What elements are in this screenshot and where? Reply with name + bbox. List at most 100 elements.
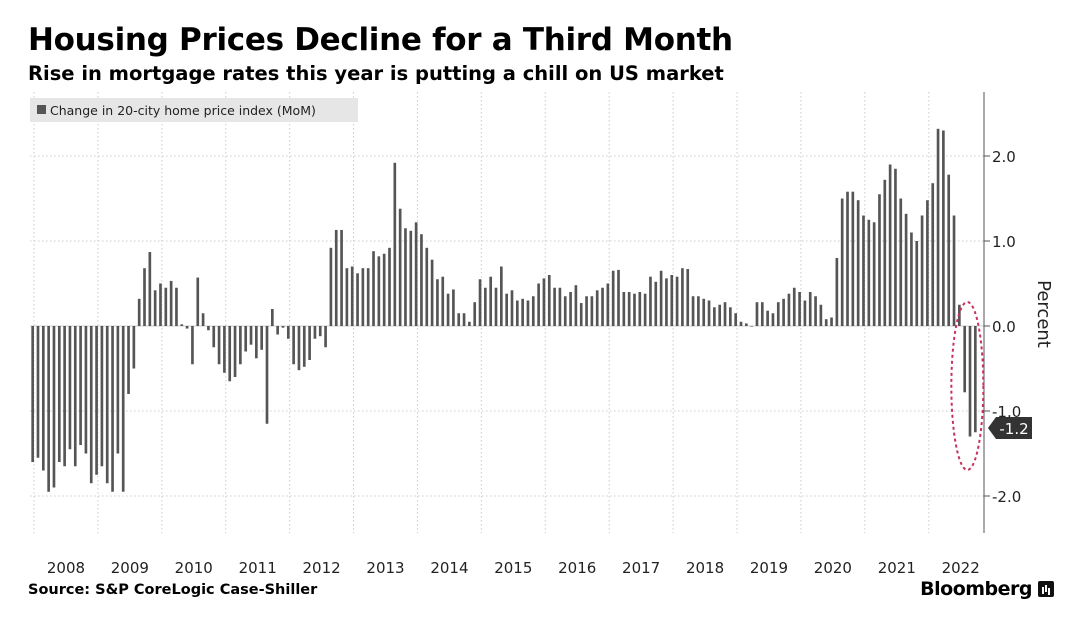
bar — [824, 319, 828, 326]
bar — [452, 289, 455, 326]
bar — [787, 293, 791, 326]
bar — [569, 292, 572, 326]
bar — [164, 287, 168, 326]
bar — [345, 268, 349, 326]
bar — [36, 326, 40, 458]
bar — [910, 232, 913, 326]
bar — [734, 313, 738, 326]
x-tick-label: 2009 — [111, 559, 149, 577]
bar — [169, 280, 173, 326]
chart-grid — [30, 92, 984, 533]
bar — [446, 293, 450, 326]
bar — [819, 304, 823, 326]
bar — [936, 128, 940, 326]
bar — [521, 298, 524, 326]
bar — [308, 326, 311, 360]
bar — [217, 326, 221, 365]
bar — [739, 321, 743, 326]
bar — [127, 326, 130, 394]
bar — [750, 326, 753, 327]
bar — [537, 283, 540, 326]
bar — [324, 326, 327, 348]
x-tick-label: 2010 — [175, 559, 213, 577]
bar — [713, 307, 716, 326]
chart-overlay: Change in 20-city home price index (MoM)… — [30, 98, 1032, 471]
bar — [153, 290, 157, 326]
bar — [952, 215, 956, 326]
bar — [691, 296, 695, 326]
bar — [425, 247, 429, 326]
bar — [867, 219, 871, 326]
bar — [340, 229, 343, 326]
bar — [968, 326, 972, 437]
bar — [526, 300, 530, 326]
bar — [84, 326, 88, 454]
x-tick-label: 2014 — [430, 559, 468, 577]
bar — [547, 275, 551, 326]
bar — [393, 162, 397, 326]
bar — [697, 296, 700, 326]
bar — [68, 326, 72, 450]
bar — [883, 179, 887, 326]
bar — [851, 191, 855, 326]
bar — [420, 234, 423, 326]
bar — [489, 276, 493, 326]
y-tick-label: 2.0 — [992, 148, 1016, 166]
bar — [643, 293, 647, 326]
bar — [132, 326, 136, 369]
chart-bars — [31, 128, 977, 492]
bar — [675, 276, 679, 326]
x-tick-label: 2011 — [239, 559, 277, 577]
bar — [718, 304, 722, 326]
bar — [846, 191, 849, 326]
bar — [73, 326, 77, 467]
bar — [249, 326, 253, 345]
bar — [531, 296, 535, 326]
bar — [137, 298, 141, 326]
bar — [766, 310, 769, 326]
y-tick-label: -1.0 — [992, 403, 1021, 421]
bar — [771, 313, 775, 326]
bar — [350, 266, 354, 326]
legend-box — [30, 98, 358, 122]
bar — [143, 268, 146, 326]
bar — [404, 228, 407, 326]
bar — [414, 222, 418, 326]
chart-title: Housing Prices Decline for a Third Month — [28, 22, 733, 58]
bar — [654, 281, 658, 326]
bar — [292, 326, 295, 365]
bar — [313, 326, 317, 339]
bar — [436, 279, 439, 326]
bar — [814, 296, 817, 326]
bar — [830, 317, 833, 326]
bar — [228, 326, 232, 382]
bar — [500, 266, 503, 326]
bar — [441, 276, 445, 326]
bar — [148, 252, 152, 326]
bar — [457, 313, 461, 326]
bar — [388, 247, 391, 326]
bar — [212, 326, 216, 348]
bar — [462, 313, 466, 326]
bar — [920, 215, 924, 326]
bar — [116, 326, 120, 454]
bar — [633, 293, 636, 326]
bar — [963, 326, 967, 393]
last-value-badge — [988, 417, 1032, 439]
bar — [159, 283, 162, 326]
bar — [659, 270, 663, 326]
bar — [270, 309, 274, 326]
bar — [329, 247, 333, 326]
bar — [558, 287, 562, 326]
x-tick-label: 2019 — [750, 559, 788, 577]
bar — [318, 326, 322, 337]
bar — [649, 276, 652, 326]
bar — [334, 229, 338, 326]
bar — [553, 287, 556, 326]
x-tick-label: 2013 — [366, 559, 404, 577]
highlight-ellipse — [950, 301, 985, 471]
bar — [111, 326, 114, 492]
bar — [207, 326, 210, 331]
bar — [665, 278, 668, 326]
